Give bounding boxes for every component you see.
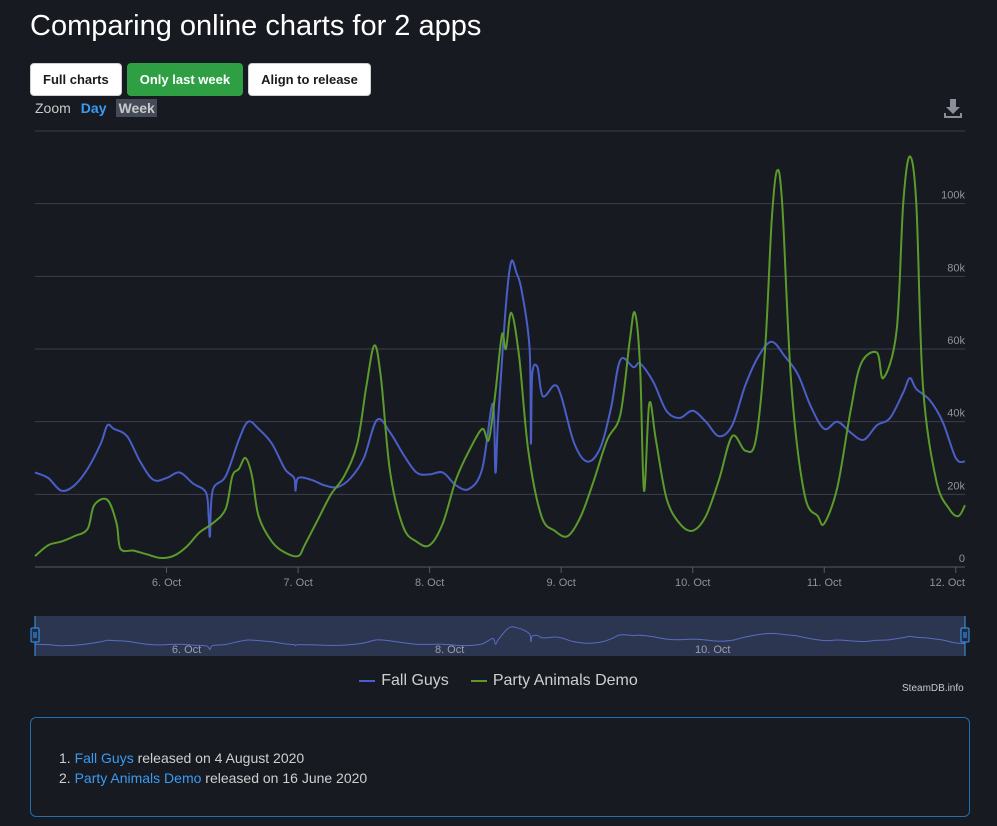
series-line-1 xyxy=(34,155,966,559)
chart-legend: Fall Guys Party Animals Demo xyxy=(0,672,997,690)
release-info-box: 1. Fall Guys released on 4 August 2020 2… xyxy=(30,717,970,817)
handle-grip[interactable] xyxy=(30,627,40,643)
navigator-tick-label: 8. Oct xyxy=(435,644,464,656)
zoom-week-button[interactable]: Week xyxy=(116,99,157,117)
navigator-window[interactable] xyxy=(35,616,965,656)
navigator-right-handle[interactable] xyxy=(960,616,970,656)
release-item-party-animals: 2. Party Animals Demo released on 16 Jun… xyxy=(59,770,368,786)
range-navigator[interactable]: 6. Oct 8. Oct 10. Oct xyxy=(30,616,970,656)
y-tick-label: 40k xyxy=(947,408,965,420)
y-tick-label: 60k xyxy=(947,335,965,347)
legend-item-0[interactable]: Fall Guys xyxy=(359,672,449,690)
x-tick-label: 8. Oct xyxy=(415,577,444,589)
zoom-selector: Zoom Day Week xyxy=(35,99,157,117)
download-icon[interactable] xyxy=(940,96,966,122)
legend-label: Party Animals Demo xyxy=(492,672,638,689)
y-tick-label: 100k xyxy=(941,190,965,202)
fall-guys-release-text: released on 4 August 2020 xyxy=(133,750,305,766)
release-list: 1. Fall Guys released on 4 August 2020 2… xyxy=(59,748,367,788)
navigator-left-handle[interactable] xyxy=(30,616,40,656)
x-tick-label: 11. Oct xyxy=(807,577,842,589)
navigator-tick-label: 6. Oct xyxy=(172,644,201,656)
only-last-week-button[interactable]: Only last week xyxy=(126,63,244,96)
release-item-fall-guys: 1. Fall Guys released on 4 August 2020 xyxy=(59,750,305,766)
x-tick-label: 9. Oct xyxy=(546,577,575,589)
x-tick-label: 7. Oct xyxy=(283,577,312,589)
party-animals-link[interactable]: Party Animals Demo xyxy=(74,770,202,786)
handle-grip[interactable] xyxy=(960,627,970,643)
legend-label: Fall Guys xyxy=(381,672,449,689)
zoom-day-button[interactable]: Day xyxy=(80,100,107,116)
x-tick-label: 10. Oct xyxy=(675,577,710,589)
y-axis-ticks: 0 20k 40k 60k 80k 100k xyxy=(941,190,965,565)
party-animals-release-text: released on 16 June 2020 xyxy=(201,770,368,786)
navigator-tick-label: 10. Oct xyxy=(695,644,730,656)
full-charts-button[interactable]: Full charts xyxy=(30,63,122,96)
line-chart: 6. Oct 7. Oct 8. Oct 9. Oct 10. Oct 11. Oct 12… xyxy=(30,130,970,656)
x-tick-label: 12. Oct xyxy=(930,577,965,589)
y-tick-label: 0 xyxy=(959,553,965,565)
navigator-series-line xyxy=(34,626,966,651)
chart-mode-buttons: Full charts Only last week Align to rele… xyxy=(30,63,371,96)
grid-lines xyxy=(35,130,965,568)
y-tick-label: 80k xyxy=(947,262,965,274)
align-to-release-button[interactable]: Align to release xyxy=(248,63,371,96)
page-title: Comparing online charts for 2 apps xyxy=(30,10,482,42)
y-tick-label: 20k xyxy=(947,480,965,492)
zoom-label: Zoom xyxy=(35,100,71,116)
x-tick-label: 6. Oct xyxy=(152,577,181,589)
legend-swatch xyxy=(359,680,376,682)
steamdb-credit: SteamDB.info xyxy=(902,683,964,694)
legend-swatch xyxy=(470,680,487,682)
legend-item-1[interactable]: Party Animals Demo xyxy=(470,672,638,690)
x-axis-ticks: 6. Oct 7. Oct 8. Oct 9. Oct 10. Oct 11. Oct 12… xyxy=(152,567,965,589)
series-line-0 xyxy=(34,259,966,538)
series-lines xyxy=(34,155,966,559)
fall-guys-link[interactable]: Fall Guys xyxy=(74,750,134,766)
